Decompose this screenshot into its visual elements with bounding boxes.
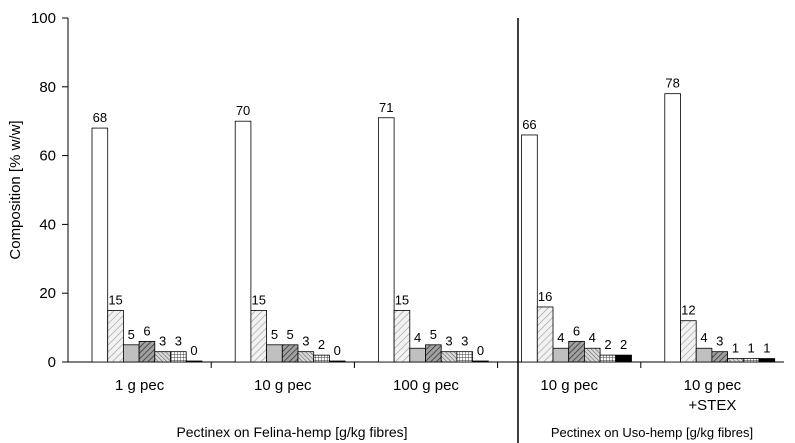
bar-value-label: 6	[573, 323, 580, 338]
bar	[281, 344, 299, 363]
bar	[313, 354, 330, 363]
bar	[521, 134, 538, 363]
bar	[472, 360, 489, 363]
bar-value-label: 0	[334, 343, 341, 358]
bar-value-label: 2	[620, 337, 627, 352]
bar-value-label: 15	[395, 292, 409, 307]
section-label-uso: Pectinex on Uso-hemp [g/kg fibres]	[551, 425, 753, 440]
bar	[154, 351, 171, 363]
bar	[584, 347, 601, 363]
bar-value-label: 66	[522, 117, 536, 132]
bar-value-label: 3	[461, 334, 468, 349]
bar-value-label: 0	[477, 343, 484, 358]
group-label: 1 g pec	[115, 377, 165, 394]
group-label: 10 g pec	[254, 377, 312, 394]
bar	[711, 351, 729, 363]
bar	[742, 358, 760, 363]
bar	[409, 347, 426, 363]
bar	[758, 358, 776, 363]
bar	[91, 127, 109, 363]
bar-value-label: 68	[93, 110, 107, 125]
bar-value-label: 3	[175, 334, 182, 349]
bar-value-label: 6	[143, 323, 150, 338]
bar-value-label: 3	[716, 334, 723, 349]
y-tick-label: 40	[39, 216, 56, 233]
bar	[664, 93, 681, 363]
y-axis-ticks: 0 20 40 60 80 100	[31, 10, 68, 371]
bar	[568, 340, 585, 363]
bar-value-label: 5	[430, 327, 437, 342]
bar	[170, 351, 187, 363]
bar-value-label: 15	[252, 292, 266, 307]
bar	[107, 309, 124, 363]
y-axis-label: Composition [% w/w]	[7, 120, 24, 259]
bar-value-label: 78	[665, 76, 679, 91]
bar	[615, 354, 632, 363]
bar-value-label: 4	[700, 330, 707, 345]
x-axis-ticks	[210, 362, 642, 368]
bar	[695, 347, 713, 363]
bar-value-label: 4	[589, 330, 596, 345]
bar-value-label: 16	[538, 289, 552, 304]
bar	[250, 309, 267, 363]
bars	[91, 93, 776, 363]
bar	[138, 340, 156, 363]
bar	[185, 360, 203, 363]
bar	[266, 344, 283, 363]
group-labels: 1 g pec 10 g pec 100 g pec 10 g pec 10 g pec…	[115, 377, 742, 414]
bar-value-label: 15	[108, 292, 122, 307]
bar	[440, 351, 458, 363]
group-label: 10 g pec	[540, 377, 598, 394]
bar-value-label: 2	[318, 337, 325, 352]
bar-value-label: 3	[159, 334, 166, 349]
group-label: 10 g pec +STEX	[684, 377, 742, 414]
bar	[456, 351, 473, 363]
bar-value-label: 1	[763, 341, 770, 356]
bar-value-label: 0	[190, 343, 197, 358]
bar	[727, 358, 744, 363]
section-label-felina: Pectinex on Felina-hemp [g/kg fibres]	[176, 424, 407, 440]
bar	[599, 354, 617, 363]
bar	[328, 360, 346, 363]
bar	[393, 309, 411, 363]
y-tick-label: 0	[48, 354, 56, 371]
bar	[536, 306, 554, 363]
bar-value-label: 12	[681, 303, 695, 318]
bar-value-label: 5	[271, 327, 278, 342]
bar-value-label: 1	[732, 341, 739, 356]
bar-value-label: 5	[128, 327, 135, 342]
bar-value-label: 5	[287, 327, 294, 342]
bar	[377, 117, 395, 363]
y-tick-label: 20	[39, 285, 56, 302]
bar-value-label: 1	[748, 341, 755, 356]
bar-value-label: 71	[379, 100, 393, 115]
bar-value-label: 4	[557, 330, 564, 345]
y-tick-label: 100	[31, 10, 56, 27]
bar-value-label: 70	[236, 103, 250, 118]
group-label: 100 g pec	[393, 377, 459, 394]
bar	[123, 344, 140, 363]
bar	[552, 347, 570, 363]
bar-value-label: 3	[302, 334, 309, 349]
bar	[425, 344, 442, 363]
bar-value-label: 4	[414, 330, 421, 345]
y-tick-label: 80	[39, 79, 56, 96]
bar	[680, 320, 697, 363]
bar-value-label: 2	[604, 337, 611, 352]
bar	[297, 351, 315, 363]
bar-value-label: 3	[445, 334, 452, 349]
bar	[234, 120, 252, 363]
y-tick-label: 60	[39, 148, 56, 165]
